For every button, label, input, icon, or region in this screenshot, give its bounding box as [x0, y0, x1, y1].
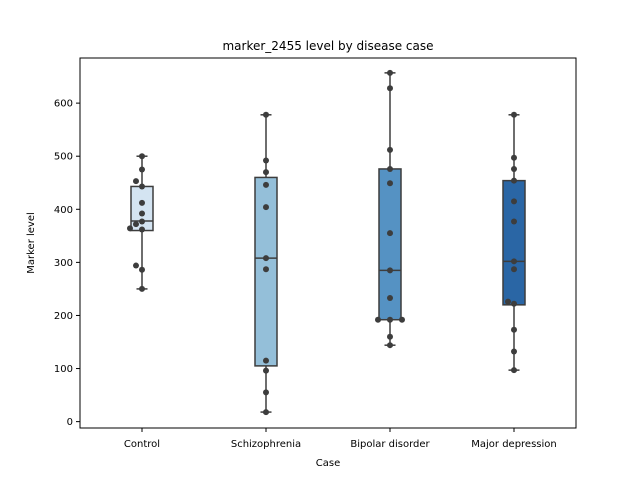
- x-tick-label-0: Control: [124, 439, 160, 450]
- y-axis-label: Marker level: [26, 212, 37, 274]
- data-point: [263, 266, 269, 273]
- data-point: [387, 267, 393, 274]
- chart-title: marker_2455 level by disease case: [222, 39, 433, 53]
- x-tick-label-1: Schizophrenia: [231, 439, 301, 450]
- y-axis: 0 100 200 300 400 500 600: [54, 99, 80, 428]
- data-point: [511, 154, 517, 161]
- y-tick-label-0: 0: [67, 417, 73, 428]
- x-axis: Control Schizophrenia Bipolar disorder Majo…: [124, 428, 557, 450]
- plot-area: [127, 69, 526, 416]
- data-point: [263, 111, 269, 118]
- data-point: [263, 409, 269, 416]
- data-point: [139, 218, 145, 225]
- data-point: [139, 166, 145, 173]
- data-point: [387, 180, 393, 187]
- x-tick-label-2: Bipolar disorder: [350, 439, 430, 450]
- data-point: [139, 199, 145, 206]
- data-point: [263, 169, 269, 176]
- data-point: [263, 357, 269, 364]
- data-point: [133, 221, 139, 228]
- data-point: [263, 157, 269, 164]
- data-point: [139, 183, 145, 190]
- box-group-2: [378, 72, 402, 346]
- data-point: [133, 178, 139, 185]
- data-point: [139, 285, 145, 292]
- data-point: [263, 204, 269, 211]
- data-point: [511, 300, 517, 307]
- points-group-1: [263, 111, 269, 416]
- data-point: [511, 165, 517, 172]
- data-point: [511, 111, 517, 118]
- y-tick-label-400: 400: [54, 205, 73, 216]
- y-tick-label-600: 600: [54, 99, 73, 110]
- data-point: [263, 255, 269, 262]
- plot-frame: [79, 57, 577, 429]
- data-point: [139, 266, 145, 273]
- data-point: [511, 348, 517, 355]
- y-tick-label-500: 500: [54, 152, 73, 163]
- data-point: [511, 198, 517, 205]
- data-point: [511, 266, 517, 273]
- data-point: [127, 225, 133, 232]
- y-tick-label-200: 200: [54, 311, 73, 322]
- y-tick-label-100: 100: [54, 364, 73, 375]
- data-point: [505, 298, 511, 305]
- data-point: [511, 258, 517, 265]
- data-point: [387, 230, 393, 237]
- data-point: [387, 342, 393, 349]
- data-point: [399, 316, 405, 323]
- x-axis-label: Case: [316, 458, 340, 469]
- data-point: [139, 226, 145, 233]
- data-point: [139, 210, 145, 217]
- x-tick-label-3: Major depression: [471, 439, 557, 450]
- y-tick-label-300: 300: [54, 258, 73, 269]
- data-point: [387, 146, 393, 153]
- data-point: [263, 181, 269, 188]
- points-group-3: [505, 111, 517, 374]
- data-point: [387, 294, 393, 301]
- data-point: [387, 85, 393, 92]
- points-group-2: [375, 69, 405, 349]
- data-point: [511, 218, 517, 225]
- data-point: [511, 367, 517, 374]
- data-point: [375, 316, 381, 323]
- data-point: [387, 165, 393, 172]
- data-point: [133, 262, 139, 269]
- points-group-0: [127, 153, 145, 292]
- data-point: [387, 333, 393, 340]
- data-point: [263, 367, 269, 374]
- data-point: [511, 177, 517, 184]
- data-point: [511, 326, 517, 333]
- data-point: [139, 153, 145, 160]
- data-point: [387, 316, 393, 323]
- data-point: [387, 69, 393, 76]
- data-point: [263, 389, 269, 396]
